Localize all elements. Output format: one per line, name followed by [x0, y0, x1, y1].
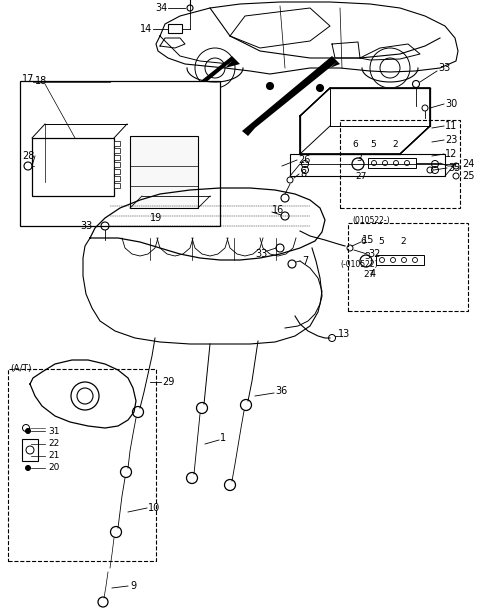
- Text: 35: 35: [448, 163, 460, 173]
- Circle shape: [25, 453, 31, 458]
- Text: 9: 9: [130, 581, 136, 591]
- Text: 8: 8: [300, 169, 306, 179]
- Text: 16: 16: [272, 205, 284, 215]
- Text: 1: 1: [220, 433, 226, 443]
- Text: 31: 31: [48, 426, 60, 436]
- Text: 32: 32: [368, 249, 380, 259]
- Bar: [376, 255, 424, 265]
- Text: 33: 33: [438, 63, 450, 73]
- Text: 13: 13: [338, 329, 350, 339]
- Text: 5: 5: [370, 139, 376, 148]
- Bar: [114, 169, 120, 174]
- Text: 36: 36: [275, 386, 287, 396]
- Text: 21: 21: [48, 452, 60, 461]
- Text: 20: 20: [48, 463, 60, 472]
- Circle shape: [316, 84, 324, 92]
- Bar: [114, 141, 120, 146]
- Text: (A/T): (A/T): [10, 363, 32, 373]
- Text: 17: 17: [22, 74, 35, 84]
- Bar: [348, 223, 468, 311]
- Bar: [32, 138, 114, 196]
- Text: 30: 30: [445, 99, 457, 109]
- Text: 2: 2: [392, 139, 397, 148]
- Circle shape: [25, 442, 31, 447]
- Text: 5: 5: [378, 237, 384, 246]
- Text: 15: 15: [362, 235, 374, 245]
- Bar: [22, 439, 38, 461]
- Text: 26: 26: [298, 155, 311, 165]
- Circle shape: [25, 429, 31, 434]
- Text: 29: 29: [162, 377, 174, 387]
- Text: 10: 10: [148, 503, 160, 513]
- Text: 12: 12: [445, 149, 457, 159]
- Text: 19: 19: [150, 213, 162, 223]
- Text: 18: 18: [35, 76, 47, 86]
- Bar: [114, 183, 120, 188]
- Bar: [20, 81, 220, 226]
- Bar: [114, 155, 120, 160]
- Text: (010522-): (010522-): [352, 216, 390, 224]
- Text: 24: 24: [462, 159, 474, 169]
- Text: 6: 6: [360, 237, 366, 246]
- Polygon shape: [142, 56, 240, 131]
- Text: 22: 22: [48, 439, 59, 448]
- Text: 11: 11: [445, 121, 457, 131]
- Text: 27: 27: [355, 171, 366, 180]
- Bar: [8, 369, 156, 561]
- Text: 28: 28: [22, 151, 35, 161]
- Bar: [114, 176, 120, 181]
- Text: 6: 6: [352, 139, 358, 148]
- Text: 4: 4: [370, 269, 376, 279]
- Bar: [290, 154, 445, 176]
- Text: 3: 3: [364, 251, 370, 261]
- Text: 27: 27: [363, 270, 374, 278]
- Polygon shape: [300, 88, 430, 154]
- Bar: [130, 136, 198, 208]
- Text: (-010522): (-010522): [340, 259, 378, 269]
- Text: 25: 25: [462, 171, 475, 181]
- Polygon shape: [242, 56, 340, 136]
- Bar: [114, 162, 120, 167]
- Circle shape: [25, 466, 31, 471]
- Circle shape: [266, 83, 274, 89]
- Bar: [168, 24, 182, 33]
- Text: 33: 33: [255, 249, 267, 259]
- Text: 2: 2: [400, 237, 406, 246]
- Text: 3: 3: [356, 153, 362, 163]
- Bar: [340, 120, 460, 208]
- Text: 7: 7: [302, 256, 308, 266]
- Text: 34: 34: [155, 3, 167, 13]
- Bar: [368, 158, 416, 168]
- Bar: [114, 148, 120, 153]
- Text: 33: 33: [80, 221, 92, 231]
- Text: 14: 14: [140, 24, 152, 34]
- Text: 23: 23: [445, 135, 457, 145]
